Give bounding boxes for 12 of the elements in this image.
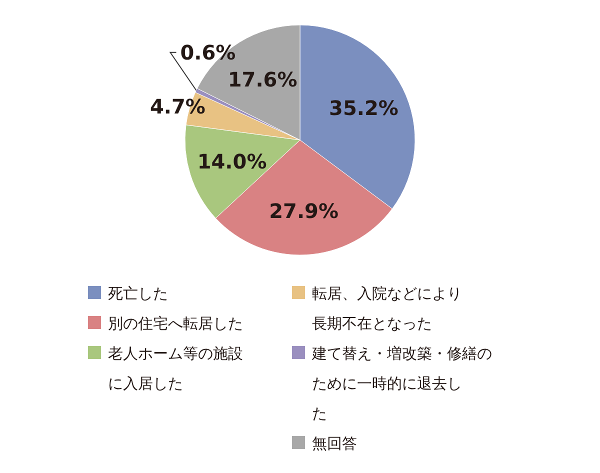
data-label: 4.7% <box>150 94 206 118</box>
data-label: 14.0% <box>197 150 267 174</box>
legend-label: 転居、入院などにより長期不在となった <box>312 284 462 332</box>
data-label: 35.2% <box>329 96 398 120</box>
legend-label: 老人ホーム等の施設に入居した <box>108 344 243 392</box>
legend-label: 死亡した <box>108 284 168 302</box>
legend-label: 建て替え・増改築・修繕のために一時的に退去した <box>311 344 492 422</box>
data-label: 27.9% <box>269 199 338 224</box>
legend-label: 無回答 <box>312 434 357 452</box>
legend-label: 別の住宅へ転居した <box>108 314 243 332</box>
data-label: 17.6% <box>228 67 298 92</box>
data-label: 0.6% <box>180 40 236 64</box>
